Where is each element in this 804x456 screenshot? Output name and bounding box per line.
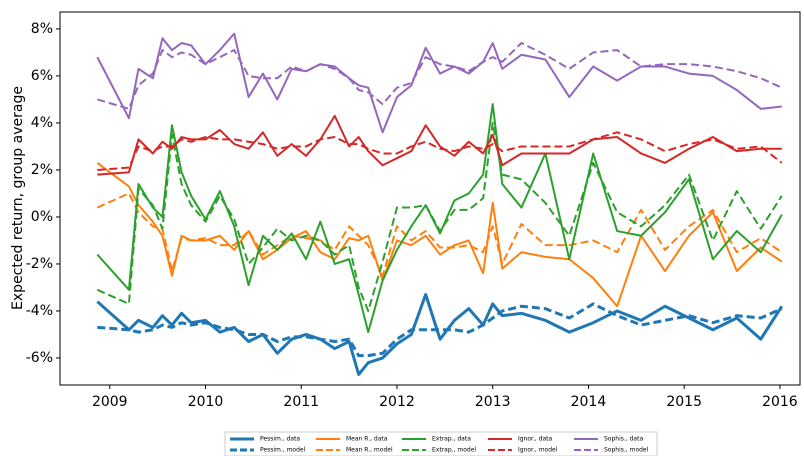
series-line bbox=[96, 121, 783, 312]
legend-label: Mean R., model bbox=[346, 447, 393, 454]
plot-frame bbox=[59, 11, 801, 386]
x-tick-label: 2015 bbox=[666, 394, 702, 410]
y-tick-label: 0% bbox=[31, 209, 53, 225]
legend-label: Extrap., model bbox=[432, 447, 476, 454]
series-line bbox=[96, 103, 783, 334]
series-line bbox=[97, 302, 783, 358]
y-tick-label: -6% bbox=[26, 350, 53, 366]
y-tick-label: 4% bbox=[31, 115, 53, 131]
legend-label: Pessim., data bbox=[260, 436, 300, 443]
legend-label: Sophis., model bbox=[604, 447, 649, 454]
legend-label: Ignor., data bbox=[518, 436, 553, 443]
series-line bbox=[96, 192, 783, 277]
y-tick-label: -2% bbox=[26, 256, 53, 272]
series-line bbox=[96, 293, 784, 376]
x-tick-label: 2013 bbox=[475, 394, 511, 410]
series-line bbox=[97, 114, 782, 176]
x-tick-label: 2016 bbox=[762, 394, 798, 410]
legend-label: Sophis., data bbox=[604, 436, 643, 443]
series-line bbox=[96, 32, 782, 134]
series-line bbox=[97, 42, 783, 110]
legend-label: Pessim., model bbox=[260, 447, 306, 454]
y-tick-label: 2% bbox=[31, 162, 53, 178]
x-tick-label: 2009 bbox=[92, 394, 128, 410]
x-tick-label: 2010 bbox=[188, 394, 224, 410]
series-line bbox=[97, 131, 783, 171]
x-tick-label: 2014 bbox=[571, 394, 607, 410]
legend-label: Extrap., data bbox=[432, 436, 471, 443]
y-tick-label: 6% bbox=[31, 68, 53, 84]
y-tick-label: -4% bbox=[26, 303, 53, 319]
x-tick-label: 2012 bbox=[379, 394, 415, 410]
y-tick-label: 8% bbox=[31, 21, 53, 37]
y-axis-label: Expected return, group average bbox=[10, 86, 26, 310]
legend-box bbox=[224, 431, 658, 456]
series-line bbox=[96, 162, 783, 308]
legend-label: Mean R., data bbox=[346, 436, 388, 443]
x-tick-label: 2011 bbox=[283, 394, 319, 410]
legend-label: Ignor., model bbox=[518, 447, 558, 454]
